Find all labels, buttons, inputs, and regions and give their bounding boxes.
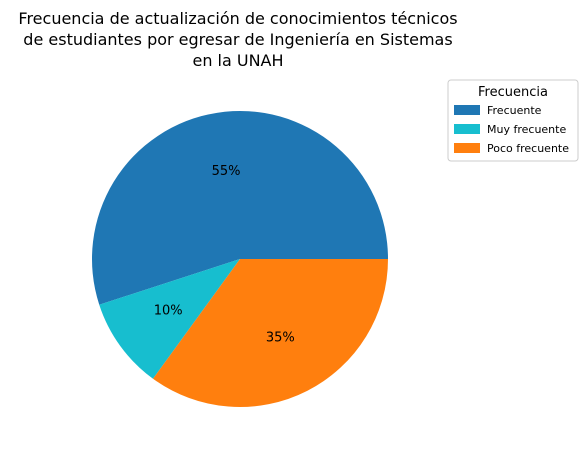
pie-slice-muy-frecuente [99, 259, 240, 379]
title-line-1: Frecuencia de actualización de conocimie… [18, 9, 457, 28]
percent-label-frecuente: 55% [212, 164, 241, 179]
title-line-3: en la UNAH [192, 51, 283, 70]
legend: Frecuencia Frecuente Muy frecuente Poco fr… [447, 79, 579, 162]
legend-swatch-poco-frecuente [454, 143, 480, 153]
pie-slices [91, 110, 388, 407]
legend-frame [447, 79, 579, 162]
percent-label-poco-frecuente: 35% [266, 331, 295, 346]
legend-label-muy-frecuente: Muy frecuente [487, 123, 566, 136]
legend-swatch-muy-frecuente [454, 124, 480, 134]
legend-title: Frecuencia [478, 85, 548, 100]
pie-slice-frecuente [91, 110, 388, 305]
legend-label-poco-frecuente: Poco frecuente [487, 142, 569, 155]
pie-slice-poco-frecuente [153, 259, 388, 407]
percent-label-muy-frecuente: 10% [154, 304, 183, 319]
title-line-2: de estudiantes por egresar de Ingeniería… [23, 30, 452, 49]
legend-label-frecuente: Frecuente [487, 104, 542, 117]
legend-items: Frecuente Muy frecuente Poco frecuente [454, 104, 569, 155]
pie-percent-labels: 55% 10% 35% [154, 164, 295, 346]
legend-swatch-frecuente [454, 105, 480, 115]
chart-title: Frecuencia de actualización de conocimie… [18, 9, 457, 70]
